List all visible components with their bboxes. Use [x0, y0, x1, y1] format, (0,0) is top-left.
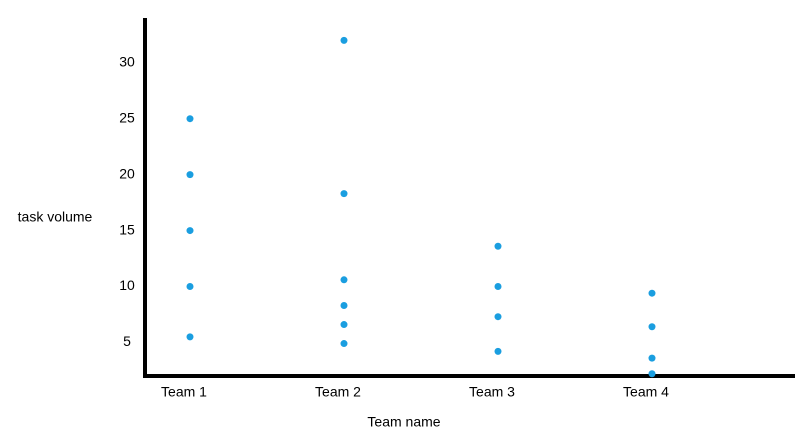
x-tick-label: Team 2 — [315, 384, 361, 400]
y-tick-label: 15 — [119, 221, 135, 237]
point — [340, 190, 348, 198]
x-tick-label: Team 1 — [161, 384, 207, 400]
point — [186, 333, 194, 341]
point — [186, 115, 194, 123]
point — [494, 283, 502, 290]
point — [186, 227, 194, 235]
point — [648, 370, 656, 378]
y-tick-label: 25 — [119, 109, 135, 125]
point — [186, 171, 194, 179]
point — [340, 36, 348, 44]
y-tick-label: 20 — [119, 165, 135, 181]
point — [340, 302, 348, 310]
y-axis-label: task volume — [18, 209, 93, 225]
point — [494, 347, 502, 355]
y-tick-label: 10 — [119, 277, 135, 293]
y-tick-label: 5 — [123, 333, 131, 349]
point — [340, 276, 348, 284]
x-tick-label: Team 4 — [623, 384, 669, 400]
point — [648, 354, 656, 362]
point — [186, 283, 194, 290]
x-tick-label: Team 3 — [469, 384, 515, 400]
y-tick-label: 30 — [119, 53, 135, 69]
point — [340, 321, 348, 329]
point — [648, 289, 656, 297]
point — [648, 323, 656, 331]
point — [494, 313, 502, 321]
point — [494, 242, 502, 250]
x-axis-label: Team name — [367, 414, 440, 430]
point — [340, 340, 348, 348]
